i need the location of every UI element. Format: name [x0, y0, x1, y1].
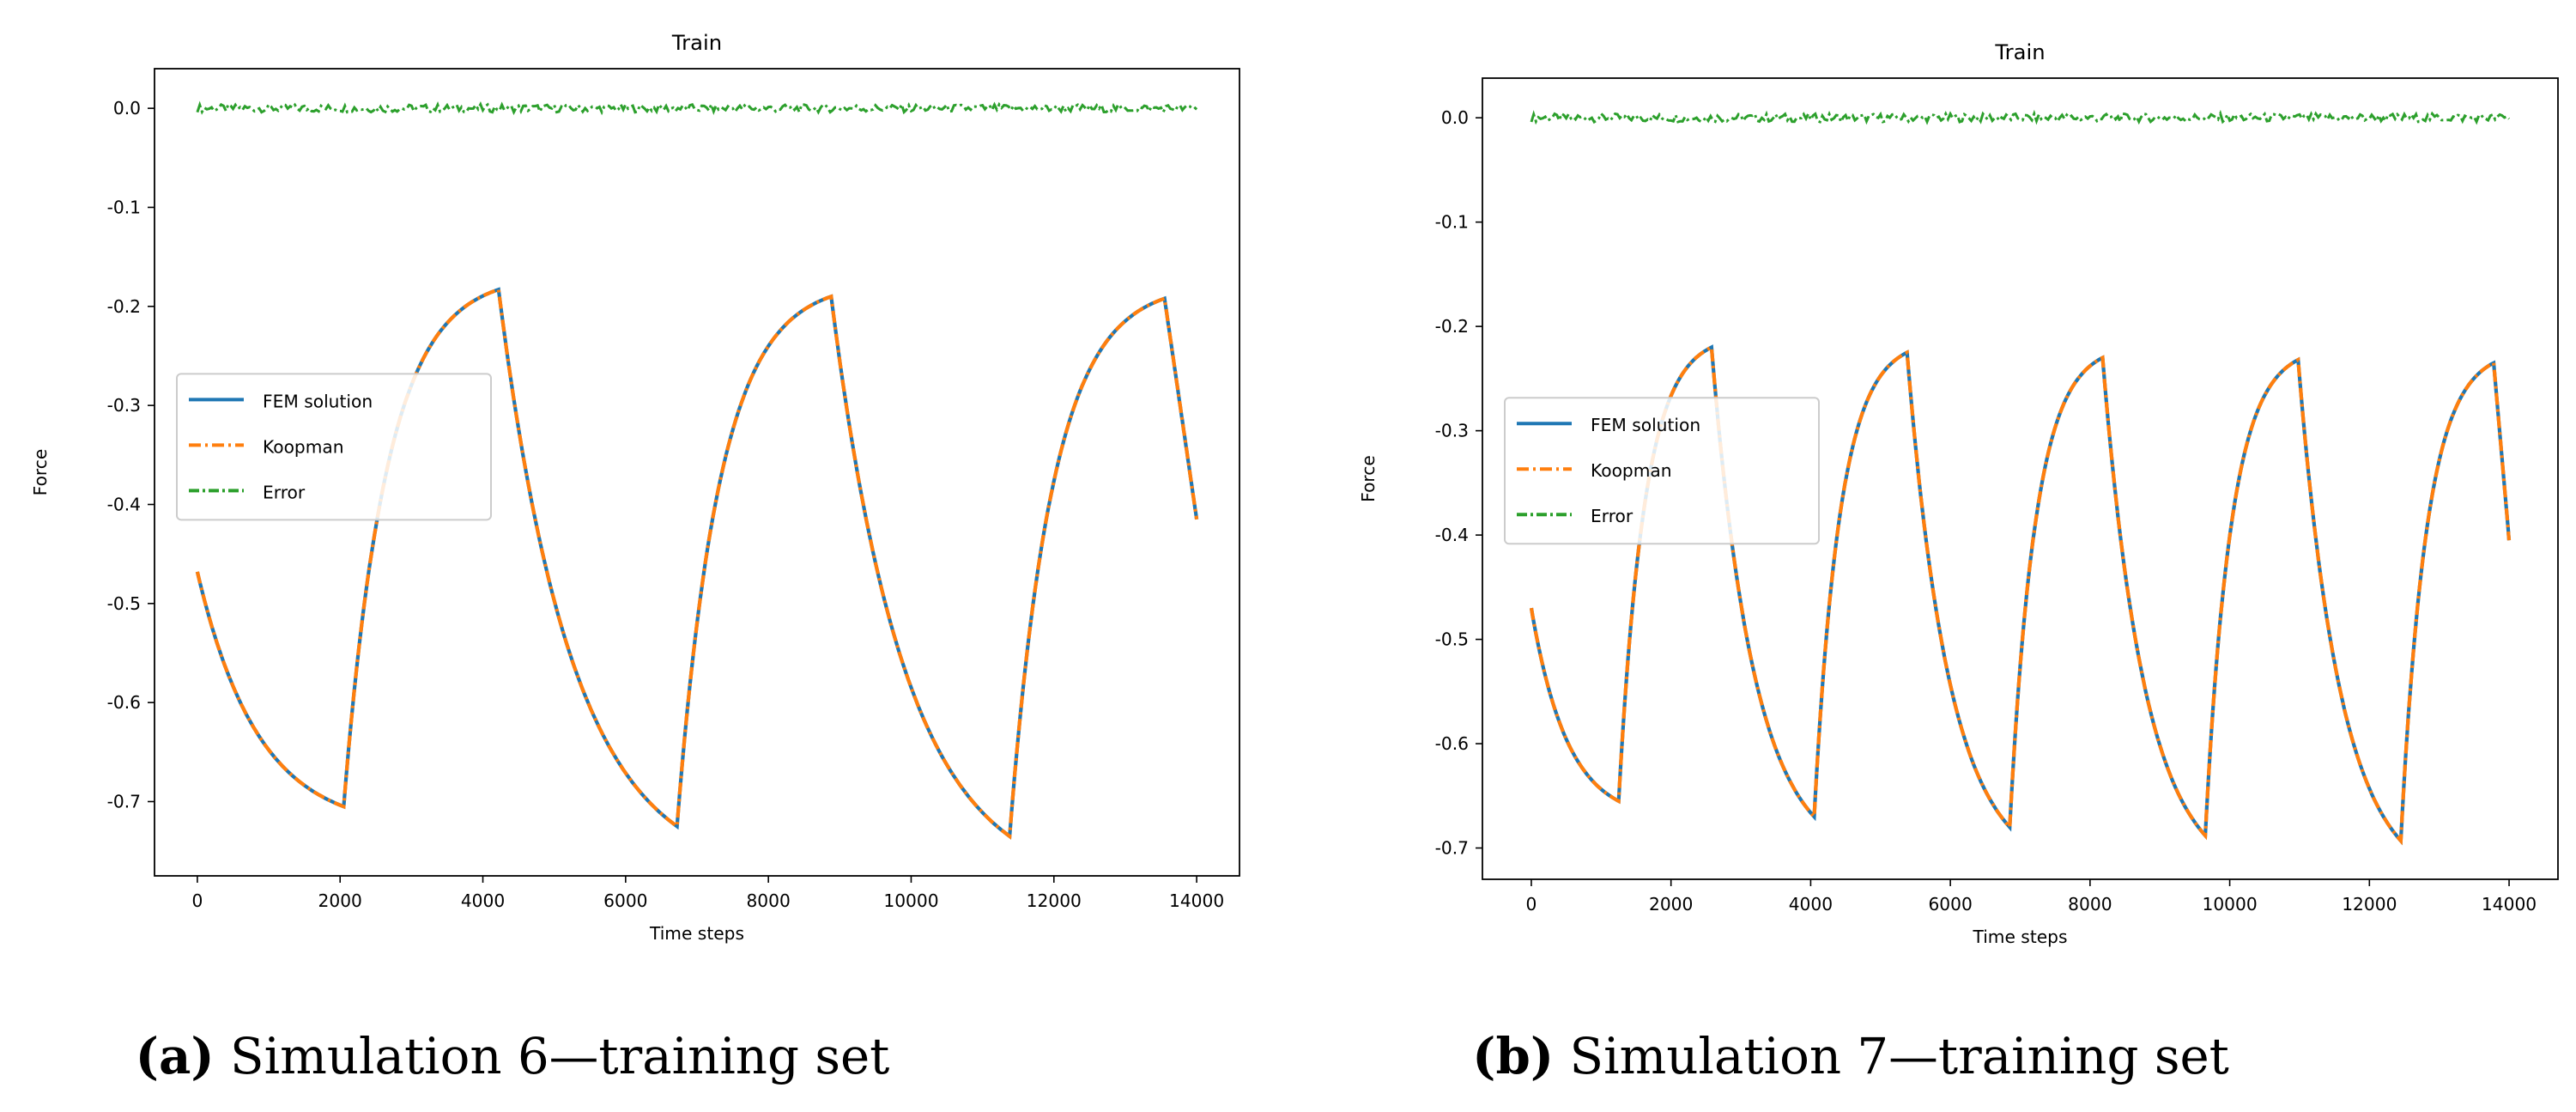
legend-label: Koopman	[263, 436, 344, 457]
legend-label: Error	[263, 482, 306, 502]
caption-label: (b)	[1472, 1027, 1554, 1085]
y-tick-label: -0.3	[107, 395, 141, 416]
plot-frame	[154, 68, 1240, 877]
legend-box	[176, 373, 492, 521]
legend-label: Error	[1591, 506, 1633, 526]
plot-frame	[1482, 77, 2559, 880]
x-tick-label: 6000	[1928, 894, 1972, 915]
series-error	[1530, 109, 2511, 125]
x-tick-label: 14000	[2482, 894, 2537, 915]
x-tick-label: 10000	[883, 890, 938, 911]
y-tick-label: -0.5	[1435, 629, 1469, 650]
legend-label: Koopman	[1591, 460, 1672, 481]
y-tick-label: -0.6	[107, 692, 141, 713]
x-tick-label: 4000	[461, 890, 505, 911]
y-tick-label: -0.1	[107, 197, 141, 217]
chart-panel-b: Train 0 2000 4000 6000 8000 10000 12000 14000 0.0…	[1358, 39, 2559, 1085]
chart-title: Train	[671, 30, 722, 55]
series-koopman	[1529, 344, 2512, 846]
series-error	[196, 100, 1198, 116]
legend-label: FEM solution	[263, 391, 373, 411]
y-tick-label: -0.7	[107, 791, 141, 811]
x-tick-label: 6000	[603, 890, 647, 911]
y-axis-label: Force	[1358, 455, 1379, 502]
y-axis-label: Force	[30, 449, 51, 496]
panel-caption: (a) Simulation 6—training set	[136, 1027, 890, 1085]
legend: FEM solution Koopman Error	[176, 373, 492, 521]
x-tick-label: 14000	[1169, 890, 1224, 911]
series-koopman	[195, 287, 1199, 840]
x-tick-label: 2000	[318, 890, 362, 911]
x-tick-label: 8000	[2068, 894, 2112, 915]
x-axis-label: Time steps	[649, 923, 744, 944]
x-tick-label: 4000	[1789, 894, 1833, 915]
x-tick-label: 2000	[1649, 894, 1693, 915]
caption-text: Simulation 6—training set	[215, 1027, 890, 1085]
y-tick-label: -0.2	[1435, 316, 1469, 337]
caption-text: Simulation 7—training set	[1554, 1027, 2229, 1085]
y-tick-label: -0.1	[1435, 212, 1469, 233]
legend: FEM solution Koopman Error	[1504, 397, 1820, 545]
x-tick-label: 0	[1526, 894, 1537, 915]
chart-panel-a: Train 0 2000 4000 6000 8000 10000 12000 14000 0.0…	[30, 30, 1240, 1085]
y-tick-label: -0.2	[107, 296, 141, 317]
caption-label: (a)	[136, 1027, 215, 1085]
y-tick-label: -0.6	[1435, 733, 1469, 754]
panel-caption: (b) Simulation 7—training set	[1472, 1027, 2229, 1085]
y-tick-label: -0.3	[1435, 421, 1469, 441]
y-tick-label: -0.5	[107, 593, 141, 614]
series-fem-solution	[195, 287, 1199, 840]
y-tick-label: 0.0	[113, 98, 141, 118]
x-tick-label: 8000	[746, 890, 790, 911]
legend-box	[1504, 397, 1820, 545]
x-tick-label: 12000	[1027, 890, 1082, 911]
y-tick-label: 0.0	[1441, 107, 1469, 128]
legend-label: FEM solution	[1591, 415, 1700, 435]
x-tick-label: 12000	[2342, 894, 2397, 915]
x-tick-label: 10000	[2202, 894, 2257, 915]
y-tick-label: -0.4	[1435, 525, 1469, 545]
chart-title: Train	[1994, 39, 2045, 64]
x-tick-label: 0	[191, 890, 203, 911]
y-tick-label: -0.4	[107, 494, 141, 514]
x-axis-label: Time steps	[1972, 927, 2067, 947]
y-tick-label: -0.7	[1435, 838, 1469, 859]
